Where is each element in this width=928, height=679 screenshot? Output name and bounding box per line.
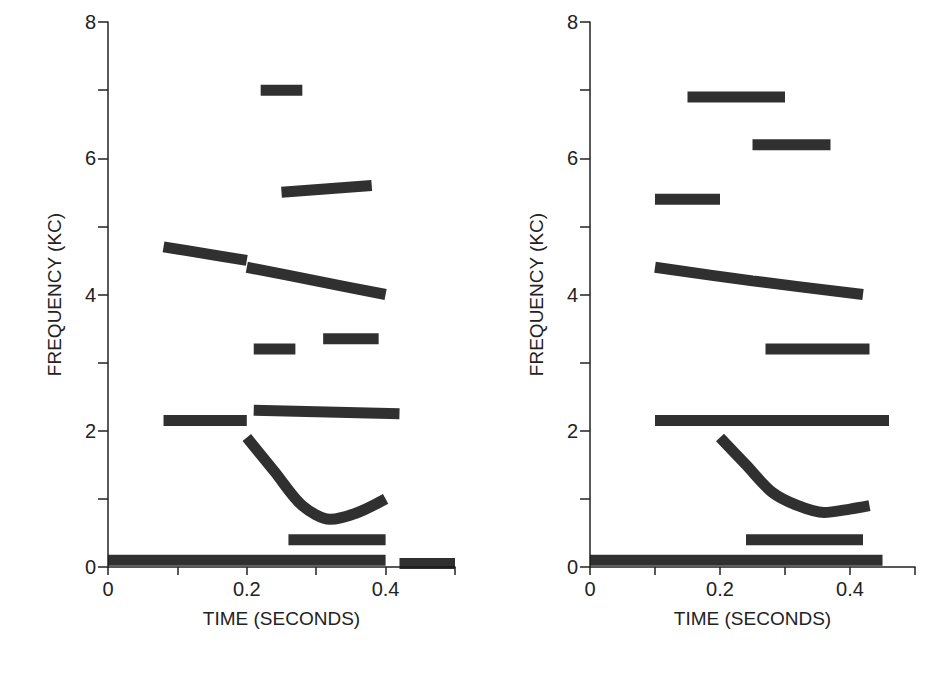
svg-text:0.4: 0.4 <box>372 578 400 600</box>
svg-text:FREQUENCY (KC): FREQUENCY (KC) <box>526 213 547 376</box>
svg-text:8: 8 <box>85 11 96 33</box>
svg-text:0.4: 0.4 <box>836 578 864 600</box>
svg-text:2: 2 <box>85 420 96 442</box>
svg-text:0: 0 <box>584 578 595 600</box>
svg-text:6: 6 <box>567 147 578 169</box>
svg-text:0: 0 <box>85 556 96 578</box>
svg-text:FREQUENCY (KC): FREQUENCY (KC) <box>44 213 65 376</box>
svg-text:0.2: 0.2 <box>233 578 261 600</box>
svg-text:TIME (SECONDS): TIME (SECONDS) <box>203 608 360 629</box>
svg-text:8: 8 <box>567 11 578 33</box>
svg-text:0: 0 <box>102 578 113 600</box>
svg-text:4: 4 <box>85 284 96 306</box>
svg-text:0: 0 <box>567 556 578 578</box>
svg-text:2: 2 <box>567 420 578 442</box>
svg-text:4: 4 <box>567 284 578 306</box>
svg-text:6: 6 <box>85 147 96 169</box>
svg-text:0.2: 0.2 <box>706 578 734 600</box>
svg-text:TIME (SECONDS): TIME (SECONDS) <box>674 608 831 629</box>
